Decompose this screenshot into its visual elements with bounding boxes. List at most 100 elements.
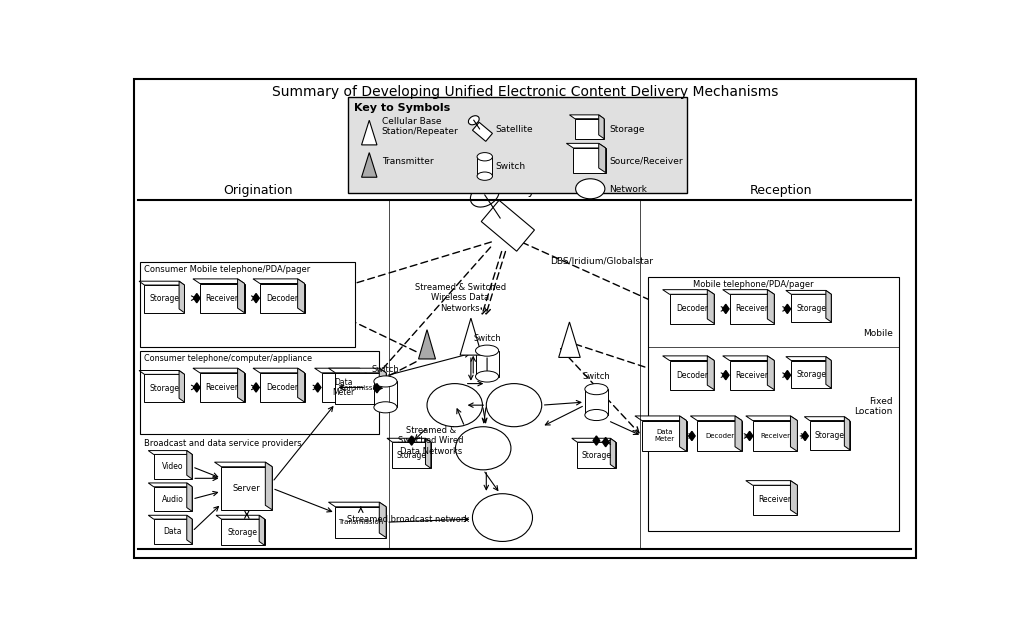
FancyBboxPatch shape (140, 262, 355, 346)
Polygon shape (359, 368, 367, 402)
Ellipse shape (477, 172, 493, 180)
Text: Data: Data (164, 527, 182, 536)
Polygon shape (690, 416, 742, 421)
Polygon shape (792, 294, 831, 322)
Polygon shape (179, 370, 184, 402)
Text: Decoder: Decoder (266, 294, 298, 302)
Polygon shape (753, 485, 798, 515)
Polygon shape (265, 462, 272, 510)
Text: Receiver: Receiver (735, 304, 768, 313)
Polygon shape (221, 467, 272, 510)
Ellipse shape (585, 410, 608, 421)
Polygon shape (374, 381, 397, 408)
Text: Source/Receiver: Source/Receiver (609, 157, 683, 166)
Polygon shape (148, 483, 193, 487)
Text: Storage: Storage (815, 431, 845, 440)
Polygon shape (663, 290, 714, 294)
Text: Storage: Storage (396, 450, 427, 460)
Text: Broadcast and data service providers: Broadcast and data service providers (144, 439, 302, 448)
Polygon shape (708, 356, 714, 390)
Polygon shape (193, 368, 245, 373)
FancyBboxPatch shape (348, 97, 686, 193)
Polygon shape (144, 374, 184, 402)
Polygon shape (635, 416, 686, 421)
Ellipse shape (475, 371, 499, 382)
Text: Storage: Storage (797, 370, 826, 379)
Polygon shape (148, 515, 193, 519)
Polygon shape (680, 416, 686, 451)
Polygon shape (298, 279, 304, 312)
Text: Fixed
Location: Fixed Location (854, 397, 893, 416)
Polygon shape (216, 515, 264, 519)
Polygon shape (419, 329, 435, 359)
Text: Reception: Reception (750, 184, 812, 197)
Polygon shape (767, 290, 774, 324)
Polygon shape (379, 502, 386, 537)
Text: Streamed &
Switched Wired
Data Networks: Streamed & Switched Wired Data Networks (398, 426, 464, 455)
Text: Storage: Storage (609, 125, 645, 134)
Polygon shape (475, 351, 499, 377)
Polygon shape (767, 356, 774, 390)
Polygon shape (154, 519, 193, 544)
Polygon shape (571, 438, 615, 442)
Polygon shape (238, 279, 245, 312)
Ellipse shape (470, 183, 499, 207)
Polygon shape (845, 416, 850, 450)
Polygon shape (784, 304, 791, 314)
Polygon shape (314, 383, 321, 392)
Text: Storage: Storage (228, 528, 258, 537)
Polygon shape (200, 284, 245, 312)
Polygon shape (200, 373, 245, 402)
Text: Streamed & Switched
Wireless Data
Networks: Streamed & Switched Wireless Data Networ… (415, 283, 506, 312)
Polygon shape (599, 144, 605, 173)
Polygon shape (689, 432, 695, 440)
Text: Decoder: Decoder (676, 304, 708, 313)
Polygon shape (214, 462, 272, 467)
Polygon shape (730, 360, 774, 390)
Polygon shape (361, 152, 377, 177)
Polygon shape (148, 450, 193, 454)
Polygon shape (804, 416, 850, 421)
Polygon shape (735, 416, 742, 451)
Polygon shape (791, 416, 798, 451)
Polygon shape (329, 368, 386, 373)
Polygon shape (745, 481, 798, 485)
Polygon shape (194, 383, 200, 392)
Polygon shape (253, 294, 259, 303)
FancyBboxPatch shape (140, 352, 379, 435)
Polygon shape (578, 442, 615, 468)
Text: Receiver: Receiver (735, 370, 768, 380)
Polygon shape (663, 356, 714, 360)
Polygon shape (409, 436, 415, 445)
Text: Transmission: Transmission (338, 385, 383, 391)
Polygon shape (314, 368, 367, 373)
Text: Switch: Switch (372, 365, 399, 374)
Text: Audio: Audio (162, 495, 184, 503)
Text: Storage: Storage (797, 304, 826, 312)
Ellipse shape (374, 376, 397, 387)
Polygon shape (238, 368, 245, 402)
Polygon shape (723, 304, 729, 314)
Polygon shape (139, 281, 184, 285)
Polygon shape (569, 115, 604, 118)
Polygon shape (599, 115, 604, 139)
Ellipse shape (575, 179, 605, 199)
Polygon shape (144, 285, 184, 312)
Text: Switch: Switch (473, 334, 501, 343)
Polygon shape (753, 421, 798, 451)
Polygon shape (379, 368, 386, 404)
Polygon shape (259, 515, 264, 546)
Polygon shape (387, 438, 431, 442)
Text: Network: Network (609, 185, 647, 194)
Polygon shape (802, 432, 808, 440)
Text: Switch: Switch (496, 162, 525, 171)
Ellipse shape (486, 384, 542, 427)
Text: Decoder: Decoder (266, 383, 298, 392)
Polygon shape (593, 436, 600, 445)
FancyBboxPatch shape (648, 277, 899, 532)
Polygon shape (785, 357, 831, 360)
Polygon shape (745, 416, 798, 421)
Ellipse shape (585, 384, 608, 394)
Polygon shape (260, 284, 304, 312)
Polygon shape (610, 438, 615, 468)
